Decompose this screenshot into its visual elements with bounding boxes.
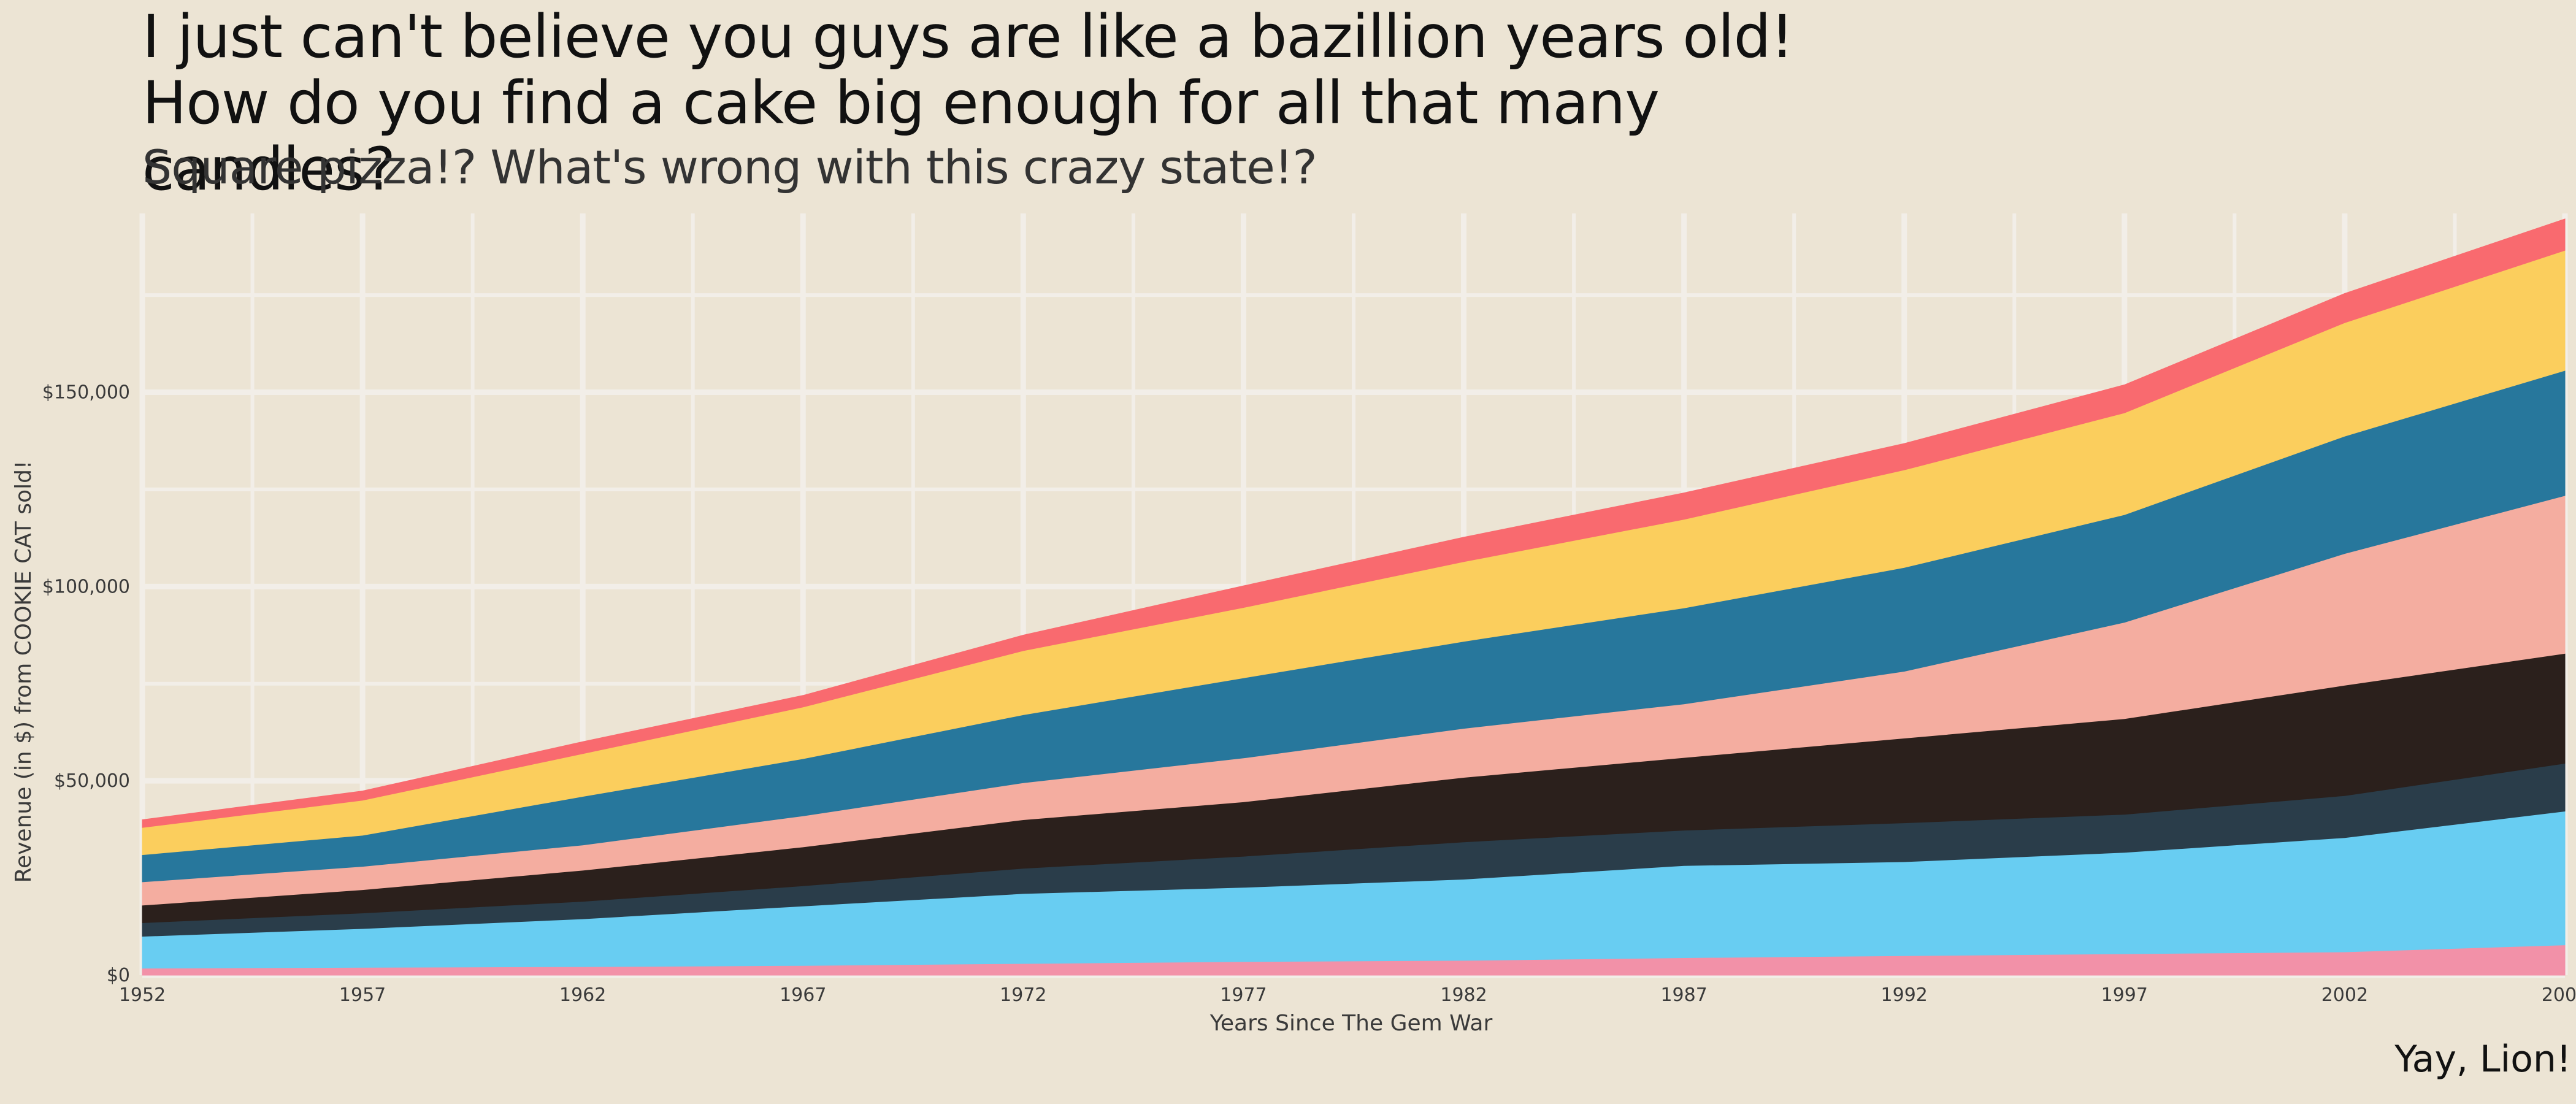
x-tick-label: 1952 bbox=[119, 984, 166, 1006]
x-tick-label: 1957 bbox=[339, 984, 386, 1006]
y-tick-label: $0 bbox=[107, 965, 130, 986]
x-axis-title: Years Since The Gem War bbox=[1209, 1011, 1493, 1036]
x-tick-label: 2002 bbox=[2321, 984, 2368, 1006]
x-tick-label: 1967 bbox=[780, 984, 826, 1006]
x-tick-label: 1972 bbox=[1000, 984, 1046, 1006]
x-tick-label: 1992 bbox=[1881, 984, 1928, 1006]
y-axis-ticks: $0 $50,000 $100,000 $150,000 bbox=[42, 381, 130, 986]
x-axis-ticks: 1952 1957 1962 1967 1972 1977 1982 1987 1992 1997… bbox=[119, 984, 2576, 1006]
chart-caption: Yay, Lion! bbox=[2394, 1038, 2571, 1081]
chart-title: I just can't believe you guys are like a… bbox=[142, 2, 1794, 204]
x-tick-label: 1982 bbox=[1440, 984, 1487, 1006]
y-tick-label: $150,000 bbox=[42, 381, 130, 403]
x-tick-label: 1977 bbox=[1220, 984, 1267, 1006]
x-tick-label: 1987 bbox=[1660, 984, 1707, 1006]
chart-subtitle: Square pizza!? What's wrong with this cr… bbox=[142, 140, 1317, 194]
area-layers bbox=[142, 218, 2566, 976]
y-tick-label: $100,000 bbox=[42, 576, 130, 597]
x-tick-label: 1997 bbox=[2101, 984, 2148, 1006]
x-tick-label: 1962 bbox=[559, 984, 606, 1006]
area-layer-8 bbox=[142, 218, 2566, 828]
x-tick-label: 2007 bbox=[2542, 984, 2576, 1006]
y-tick-label: $50,000 bbox=[54, 770, 130, 792]
y-axis-title: Revenue (in $) from COOKIE CAT sold! bbox=[11, 461, 36, 883]
